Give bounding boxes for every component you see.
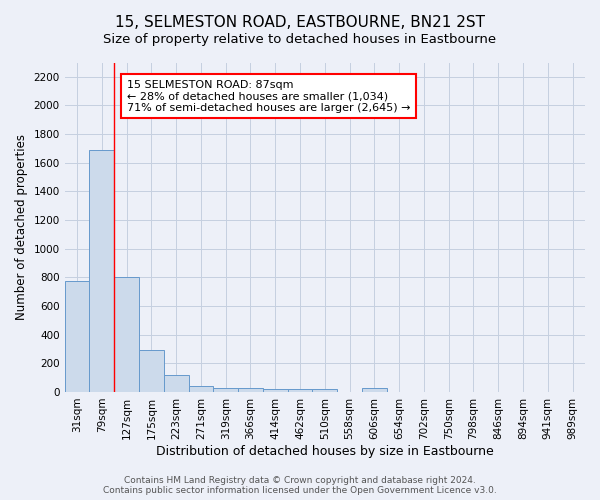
Text: 15 SELMESTON ROAD: 87sqm
← 28% of detached houses are smaller (1,034)
71% of sem: 15 SELMESTON ROAD: 87sqm ← 28% of detach… (127, 80, 410, 113)
Y-axis label: Number of detached properties: Number of detached properties (15, 134, 28, 320)
Bar (89, 150, 114, 392)
Text: Size of property relative to detached houses in Eastbourne: Size of property relative to detached ho… (103, 32, 497, 46)
Bar (214, 388, 238, 392)
Bar (188, 386, 214, 392)
Bar (114, 278, 139, 392)
Bar (139, 350, 164, 392)
Bar (263, 389, 287, 392)
Bar (65, 281, 89, 392)
Bar (287, 389, 313, 392)
Bar (238, 388, 263, 392)
X-axis label: Distribution of detached houses by size in Eastbourne: Distribution of detached houses by size … (156, 444, 494, 458)
Bar (313, 390, 337, 392)
Text: Contains HM Land Registry data © Crown copyright and database right 2024.
Contai: Contains HM Land Registry data © Crown c… (103, 476, 497, 495)
Bar (362, 388, 387, 392)
Bar (164, 376, 188, 392)
Text: 15, SELMESTON ROAD, EASTBOURNE, BN21 2ST: 15, SELMESTON ROAD, EASTBOURNE, BN21 2ST (115, 15, 485, 30)
